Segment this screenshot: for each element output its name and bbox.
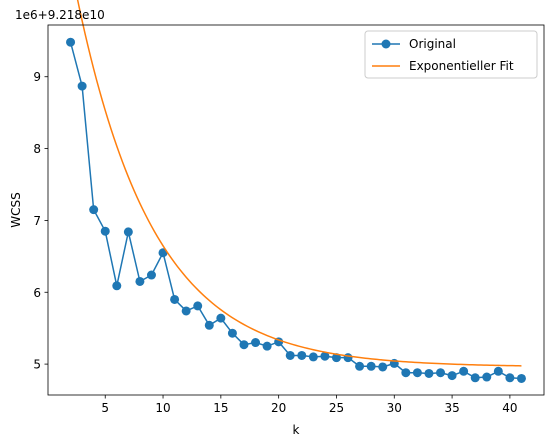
data-point-original (320, 351, 330, 361)
legend-label-exponential-fit: Exponentieller Fit (409, 59, 514, 73)
data-point-original (239, 340, 249, 350)
data-point-original (424, 368, 434, 378)
y-tick-label: 9 (33, 70, 41, 84)
data-point-original (170, 294, 180, 304)
plot-frame (47, 24, 545, 396)
x-tick-label: 10 (155, 401, 170, 415)
y-tick-label: 5 (33, 358, 41, 372)
data-point-original (308, 352, 318, 362)
x-tick-label: 25 (329, 401, 344, 415)
data-point-original (77, 81, 87, 91)
data-point-original (216, 313, 226, 323)
data-point-original (331, 353, 341, 363)
data-point-original (493, 366, 503, 376)
x-tick-label: 20 (271, 401, 286, 415)
data-point-original (227, 328, 237, 338)
data-point-original (112, 281, 122, 291)
x-tick-label: 35 (444, 401, 459, 415)
series-layer (66, 0, 526, 383)
x-tick-label: 15 (213, 401, 228, 415)
legend-box (364, 30, 538, 79)
data-point-original (135, 276, 145, 286)
data-point-original (470, 373, 480, 383)
series-line-exponential-fit (76, 0, 522, 367)
x-tick-label: 30 (387, 401, 402, 415)
legend-marker-original (381, 39, 391, 49)
series-line-original (69, 42, 522, 380)
data-point-original (193, 301, 203, 311)
data-point-original (447, 371, 457, 381)
legend: Original Exponentieller Fit (364, 30, 538, 79)
data-point-original (181, 306, 191, 316)
data-point-original (378, 362, 388, 372)
data-point-original (146, 270, 156, 280)
data-point-original (343, 353, 353, 363)
data-point-original (459, 366, 469, 376)
data-point-original (204, 320, 214, 330)
x-tick-label: 5 (101, 401, 109, 415)
data-point-original (251, 338, 261, 348)
data-point-original (401, 368, 411, 378)
data-point-original (285, 350, 295, 360)
data-point-original (366, 361, 376, 371)
y-tick-label: 6 (33, 286, 41, 300)
offset-text: 1e6+9.218e10 (15, 8, 105, 22)
data-point-original (262, 341, 272, 351)
data-point-original (66, 37, 76, 47)
data-point-original (355, 361, 365, 371)
data-point-original (89, 205, 99, 215)
x-tick-label: 40 (502, 401, 517, 415)
data-point-original (505, 373, 515, 383)
data-point-original (412, 368, 422, 378)
data-point-original (482, 372, 492, 382)
y-tick-label: 7 (33, 214, 41, 228)
data-point-original (100, 226, 110, 236)
y-axis-label: WCSS (9, 192, 23, 227)
ticks-layer: 5 10 15 20 25 30 35 40 5 6 7 8 9 (33, 70, 517, 415)
y-tick-label: 8 (33, 142, 41, 156)
legend-label-original: Original (409, 37, 456, 51)
data-point-original (123, 227, 133, 237)
data-point-original (297, 350, 307, 360)
x-axis-label: k (293, 423, 300, 437)
data-point-original (516, 373, 526, 383)
data-point-original (436, 368, 446, 378)
